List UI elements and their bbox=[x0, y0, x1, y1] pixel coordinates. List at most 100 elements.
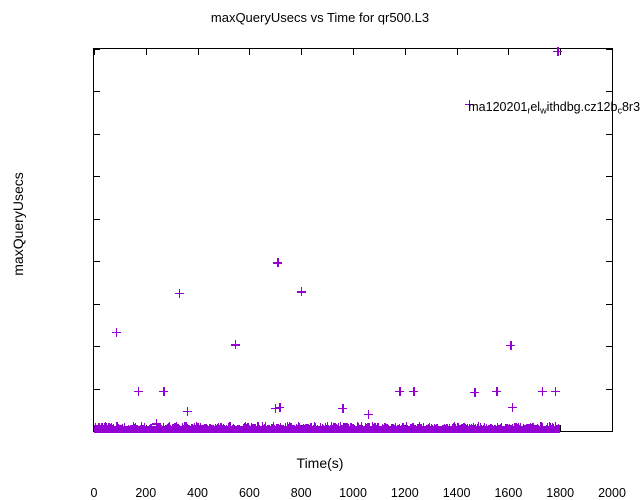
dense-sample bbox=[266, 425, 268, 433]
dense-sample bbox=[453, 422, 455, 433]
dense-sample bbox=[149, 425, 151, 433]
dense-sample bbox=[366, 424, 368, 433]
dense-sample bbox=[293, 424, 295, 433]
dense-sample bbox=[511, 423, 513, 433]
dense-sample bbox=[145, 425, 147, 433]
dense-sample bbox=[346, 423, 348, 433]
dense-sample bbox=[500, 424, 502, 433]
dense-sample bbox=[455, 423, 457, 433]
dense-sample bbox=[559, 425, 561, 433]
dense-sample bbox=[239, 425, 241, 433]
dense-sample bbox=[334, 425, 336, 433]
dense-sample bbox=[301, 424, 304, 433]
dense-sample bbox=[365, 424, 367, 433]
dense-sample bbox=[158, 424, 160, 433]
y-tick-mirror bbox=[606, 91, 612, 93]
dense-sample bbox=[125, 425, 127, 433]
dense-sample bbox=[154, 425, 156, 433]
dense-sample bbox=[516, 423, 518, 433]
dense-sample bbox=[128, 425, 131, 433]
dense-sample bbox=[437, 425, 439, 433]
dense-sample bbox=[313, 422, 315, 433]
dense-sample bbox=[514, 422, 516, 433]
dense-sample bbox=[423, 423, 425, 433]
dense-sample bbox=[419, 423, 421, 433]
dense-sample bbox=[320, 425, 322, 433]
dense-sample bbox=[459, 424, 461, 433]
dense-sample bbox=[536, 423, 539, 433]
dense-sample bbox=[303, 425, 305, 433]
dense-sample bbox=[501, 422, 503, 433]
dense-sample bbox=[137, 424, 139, 433]
dense-sample bbox=[322, 425, 324, 433]
dense-sample bbox=[489, 425, 491, 433]
chart-title: maxQueryUsecs vs Time for qr500.L3 bbox=[210, 10, 430, 25]
dense-sample bbox=[546, 423, 548, 433]
dense-sample bbox=[492, 424, 494, 433]
dense-sample bbox=[356, 422, 358, 433]
dense-sample bbox=[483, 425, 485, 433]
dense-sample bbox=[146, 425, 149, 433]
dense-sample bbox=[189, 424, 191, 433]
dense-sample bbox=[232, 424, 234, 433]
dense-sample bbox=[96, 425, 98, 433]
dense-sample bbox=[244, 422, 246, 433]
dense-sample bbox=[295, 423, 297, 433]
dense-sample bbox=[109, 424, 111, 433]
dense-sample bbox=[531, 424, 533, 433]
dense-sample bbox=[217, 422, 219, 433]
dense-sample bbox=[475, 425, 478, 433]
dense-sample bbox=[214, 425, 216, 433]
dense-sample bbox=[294, 425, 296, 433]
dense-sample bbox=[438, 425, 440, 433]
dense-sample bbox=[299, 422, 301, 433]
dense-sample bbox=[433, 424, 435, 433]
dense-sample bbox=[421, 425, 423, 433]
data-point bbox=[159, 386, 169, 396]
dense-sample bbox=[306, 424, 308, 433]
dense-sample bbox=[342, 425, 344, 433]
y-tick-mirror bbox=[606, 133, 612, 135]
dense-sample bbox=[345, 423, 348, 433]
dense-sample bbox=[383, 425, 385, 433]
dense-sample bbox=[402, 423, 404, 433]
dense-sample bbox=[173, 422, 175, 433]
dense-sample bbox=[135, 422, 137, 433]
dense-sample bbox=[152, 425, 154, 433]
dense-sample bbox=[260, 425, 262, 433]
dense-sample bbox=[242, 424, 244, 433]
dense-sample bbox=[287, 423, 289, 433]
dense-sample bbox=[205, 423, 207, 433]
data-point bbox=[506, 340, 516, 350]
dense-sample bbox=[418, 422, 420, 433]
dense-sample bbox=[347, 424, 349, 433]
dense-sample bbox=[112, 423, 114, 433]
dense-sample bbox=[406, 425, 409, 433]
dense-sample bbox=[547, 425, 549, 433]
dense-sample bbox=[288, 422, 290, 433]
dense-sample bbox=[116, 422, 118, 433]
dense-sample bbox=[296, 424, 298, 433]
dense-sample bbox=[163, 425, 166, 433]
dense-sample bbox=[451, 424, 453, 433]
dense-sample bbox=[399, 425, 401, 433]
dense-sample bbox=[439, 425, 441, 433]
dense-sample bbox=[257, 422, 259, 433]
dense-sample bbox=[100, 425, 102, 433]
dense-sample bbox=[284, 425, 286, 433]
dense-sample bbox=[304, 423, 306, 433]
dense-sample bbox=[279, 423, 281, 433]
dense-sample bbox=[189, 425, 192, 433]
dense-sample bbox=[414, 425, 417, 433]
dense-sample bbox=[290, 423, 292, 433]
dense-sample bbox=[111, 425, 114, 433]
data-point bbox=[338, 403, 348, 413]
dense-sample bbox=[330, 422, 332, 433]
x-tick-mirror bbox=[249, 49, 251, 55]
dense-sample bbox=[270, 423, 272, 433]
dense-sample bbox=[165, 424, 167, 433]
dense-sample bbox=[310, 422, 313, 433]
dense-sample bbox=[285, 425, 288, 433]
dense-sample bbox=[445, 425, 447, 433]
dense-sample bbox=[212, 425, 214, 433]
